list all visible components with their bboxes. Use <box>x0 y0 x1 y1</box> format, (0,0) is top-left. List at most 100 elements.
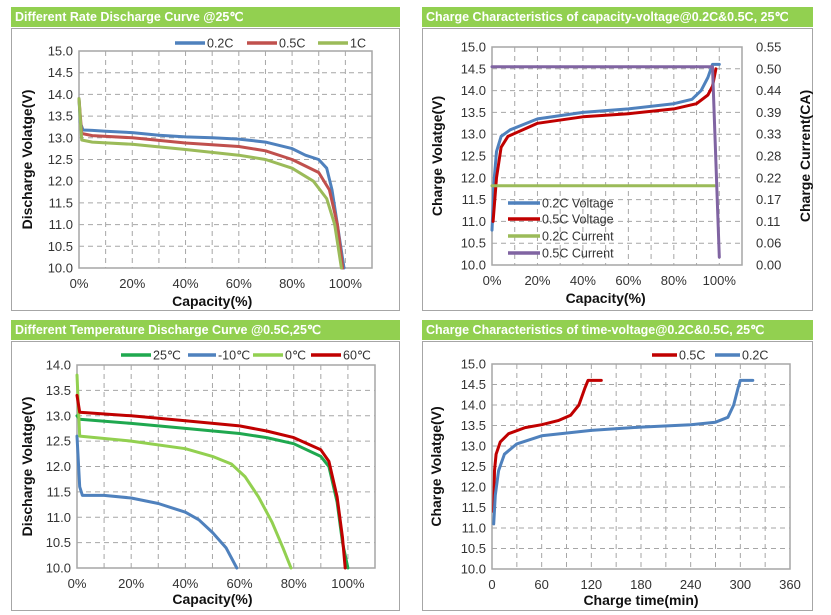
x-tick-label: 240 <box>680 577 702 592</box>
chart2-panel <box>422 28 813 311</box>
legend-label: 1C <box>350 37 366 51</box>
legend-label: 0℃ <box>285 349 306 363</box>
series-line-0.2cvoltage <box>490 62 721 232</box>
x-tick-label: 0% <box>483 273 502 288</box>
x-tick-label: 60% <box>227 576 253 591</box>
chart1-panel <box>11 28 400 311</box>
y2-tick-label: 0.33 <box>756 127 781 142</box>
y2-tick-label: 0.22 <box>756 170 781 185</box>
y2-tick-label: 0.00 <box>756 258 781 273</box>
legend-label: 25℃ <box>153 349 181 363</box>
y-tick-label: 11.5 <box>462 192 486 207</box>
y-tick-label: 11.5 <box>47 484 71 499</box>
y-tick-label: 12.5 <box>46 434 71 449</box>
chart3-header: Different Temperature Discharge Curve @0… <box>11 320 400 340</box>
y-tick-label: 13.0 <box>461 127 486 142</box>
chart3-panel <box>11 341 400 611</box>
y2-tick-label: 0.06 <box>756 236 781 251</box>
y-tick-label: 11.0 <box>49 217 73 232</box>
y-tick-label: 10.5 <box>461 541 486 556</box>
y-tick-label: 10.0 <box>461 562 486 577</box>
y-tick-label: 13.0 <box>48 130 73 145</box>
y-tick-label: 13.5 <box>46 383 71 398</box>
y-tick-label: 10.5 <box>48 239 73 254</box>
chart-1: 10.0 10.5 11.0 11.5 12.0 12.5 13.0 13.5 14.0 14.5… <box>19 37 373 309</box>
y-axis-title: Charge Volatge(V) <box>429 96 445 216</box>
series-line--10 <box>75 434 239 570</box>
legend-label: 0.5C Voltage <box>542 213 614 227</box>
series-line-1c <box>77 97 343 270</box>
x-tick-label: 40% <box>173 276 199 291</box>
y-tick-label: 14.0 <box>48 87 73 102</box>
y-tick-label: 13.0 <box>461 439 486 454</box>
y-tick-label: 10.0 <box>461 258 486 273</box>
y2-axis-title: Charge Current(CA) <box>797 90 813 222</box>
x-tick-label: 60% <box>226 276 252 291</box>
x-axis-title: Charge time(min) <box>583 592 698 608</box>
y-tick-label: 11.5 <box>49 195 73 210</box>
y-tick-label: 13.5 <box>461 418 486 433</box>
series-line-0.5cvoltage <box>491 67 718 223</box>
chart4-panel <box>422 341 813 611</box>
chart2-header: Charge Characteristics of capacity-volta… <box>422 7 813 27</box>
x-tick-label: 180 <box>630 577 652 592</box>
y-axis-title: Discharge Volatge(V) <box>19 397 35 537</box>
y-tick-label: 13.5 <box>48 109 73 124</box>
x-tick-label: 20% <box>118 576 144 591</box>
y2-tick-label: 0.11 <box>756 214 780 229</box>
y-tick-label: 11.0 <box>462 214 486 229</box>
y-tick-label: 10.5 <box>461 236 486 251</box>
y-tick-label: 12.0 <box>461 170 486 185</box>
y-tick-label: 14.5 <box>461 377 486 392</box>
series-line-0.5c <box>77 97 345 270</box>
y-tick-label: 10.0 <box>46 561 71 576</box>
y2-tick-label: 0.17 <box>756 192 781 207</box>
x-tick-label: 120 <box>580 577 602 592</box>
legend-label: 0.2C Current <box>542 230 614 244</box>
y-tick-label: 12.0 <box>48 174 73 189</box>
x-axis-title: Capacity(%) <box>172 293 252 309</box>
y-tick-label: 12.0 <box>46 459 71 474</box>
y2-tick-label: 0.55 <box>756 40 781 55</box>
x-tick-label: 100% <box>703 273 737 288</box>
y-tick-label: 11.5 <box>462 500 486 515</box>
series-line-0.2c <box>492 378 755 526</box>
y-tick-label: 13.5 <box>461 105 486 120</box>
legend-label: 0.2C <box>207 37 233 51</box>
y-tick-label: 15.0 <box>48 44 73 59</box>
legend-label: 0.5C <box>679 349 705 363</box>
y-tick-label: 12.0 <box>461 480 486 495</box>
y2-tick-label: 0.44 <box>756 83 781 98</box>
x-tick-label: 100% <box>331 576 365 591</box>
y-tick-label: 10.0 <box>48 261 73 276</box>
x-axis-title: Capacity(%) <box>172 591 252 607</box>
x-tick-label: 60% <box>615 273 641 288</box>
legend-label: 0.2C Voltage <box>542 197 614 211</box>
x-tick-label: 80% <box>661 273 687 288</box>
x-tick-label: 80% <box>281 576 307 591</box>
y-tick-label: 14.0 <box>461 398 486 413</box>
y-tick-label: 12.5 <box>48 152 73 167</box>
x-tick-label: 20% <box>119 276 145 291</box>
y-tick-label: 14.0 <box>461 83 486 98</box>
y-tick-label: 11.0 <box>47 510 71 525</box>
x-tick-label: 0% <box>68 576 87 591</box>
y2-tick-label: 0.39 <box>756 105 781 120</box>
y-tick-label: 14.0 <box>46 358 71 373</box>
x-axis-title: Capacity(%) <box>566 290 646 306</box>
chart1-header: Different Rate Discharge Curve @25℃ <box>11 7 400 27</box>
x-tick-label: 40% <box>570 273 596 288</box>
y-axis-title: Charge Volatge(V) <box>428 406 444 526</box>
legend-label: 60℃ <box>343 349 371 363</box>
y-tick-label: 14.5 <box>461 61 486 76</box>
y-tick-label: 12.5 <box>461 149 486 164</box>
y-tick-label: 15.0 <box>461 40 486 55</box>
legend-label: 0.2C <box>742 349 768 363</box>
x-tick-label: 0% <box>70 276 89 291</box>
y-tick-label: 11.0 <box>462 521 486 536</box>
chart-3: 10.0 10.5 11.0 11.5 12.0 12.5 13.0 13.5 14.0 0% 20… <box>19 349 376 607</box>
y-tick-label: 12.5 <box>461 459 486 474</box>
y2-tick-label: 0.28 <box>756 149 781 164</box>
x-tick-label: 0 <box>488 577 495 592</box>
